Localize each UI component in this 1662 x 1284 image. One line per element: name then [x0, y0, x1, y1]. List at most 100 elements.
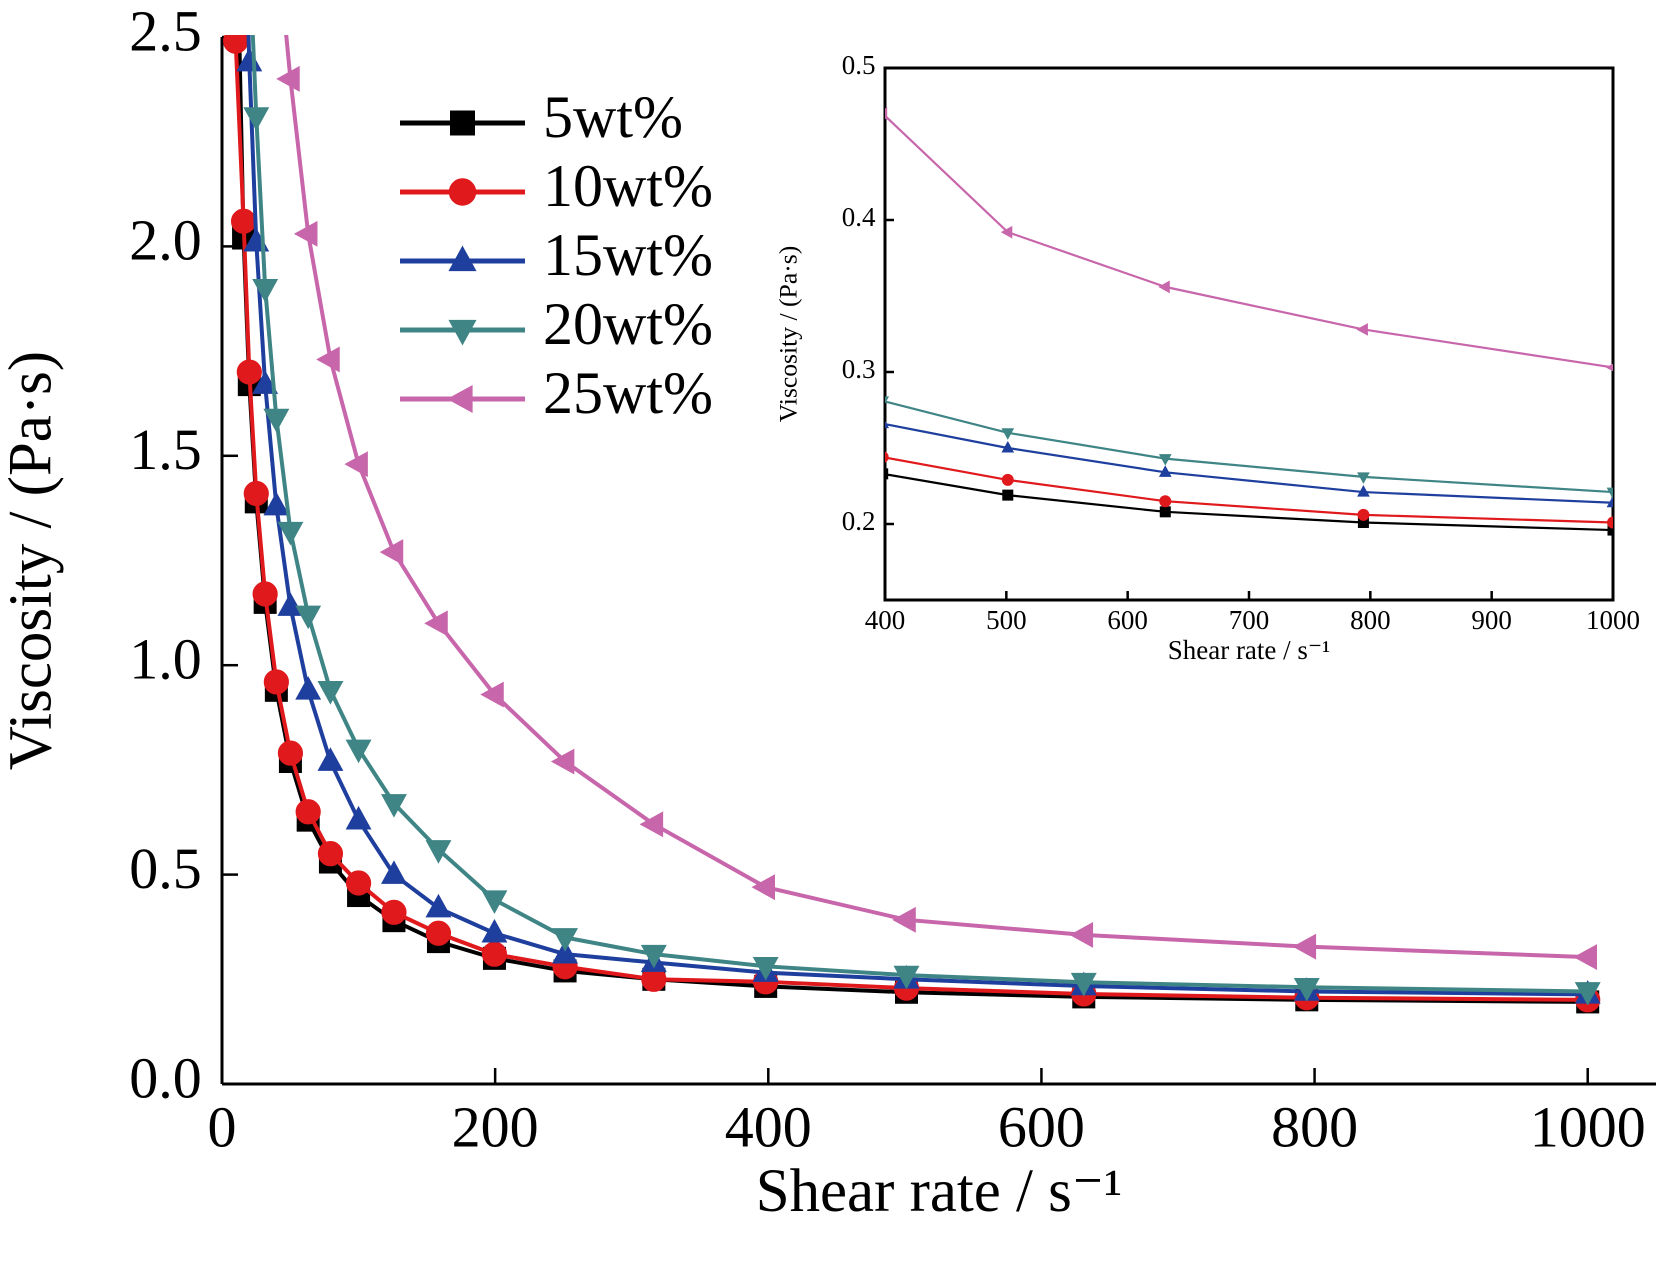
y-axis-label: Viscosity / (Pa·s)	[773, 246, 802, 423]
marker	[295, 799, 321, 825]
marker	[1001, 428, 1015, 440]
marker	[276, 65, 300, 92]
x-tick-label: 600	[998, 1095, 1085, 1160]
marker	[345, 805, 372, 830]
marker	[1293, 977, 1320, 1002]
marker	[751, 874, 775, 901]
marker	[450, 110, 475, 136]
marker	[230, 208, 257, 234]
marker	[252, 278, 279, 303]
marker	[380, 794, 407, 818]
x-tick-label: 400	[725, 1095, 812, 1160]
marker	[1000, 225, 1013, 239]
legend-label: 20wt%	[543, 291, 713, 357]
marker	[885, 396, 890, 404]
y-tick-label: 0.3	[842, 354, 876, 384]
marker	[345, 739, 372, 764]
marker	[893, 965, 920, 990]
marker	[1002, 489, 1014, 501]
x-tick-label: 800	[1350, 605, 1391, 635]
marker	[317, 681, 344, 705]
marker	[1607, 524, 1613, 536]
marker	[1159, 495, 1172, 508]
marker	[277, 592, 304, 616]
y-tick-label: 1.5	[129, 417, 202, 482]
y-tick-label: 0.4	[842, 202, 876, 232]
marker	[295, 676, 322, 700]
marker	[550, 748, 575, 775]
marker	[1158, 454, 1172, 466]
marker	[1574, 982, 1601, 1006]
y-tick-label: 2.0	[129, 208, 202, 273]
marker	[885, 451, 889, 463]
x-axis-label: Shear rate / s⁻¹	[756, 1158, 1123, 1225]
plot-area	[885, 107, 1613, 536]
main-chart: 0 200 400 600 800 1000 0.0 0.5 1.0 1.5 2.0 2.5 Shear…	[0, 0, 1656, 1225]
x-tick-label: 700	[1229, 605, 1270, 635]
marker	[892, 906, 916, 933]
marker	[380, 860, 407, 884]
marker	[263, 669, 289, 695]
marker	[263, 491, 290, 516]
y-tick-label: 2.5	[129, 0, 202, 63]
marker	[1357, 508, 1370, 521]
marker	[1069, 921, 1094, 948]
series-line	[233, 41, 1588, 1002]
legend-label: 25wt%	[543, 360, 713, 426]
marker	[425, 840, 452, 864]
marker	[236, 359, 262, 385]
marker	[481, 941, 508, 967]
legend-label: 10wt%	[543, 153, 713, 219]
marker	[1605, 363, 1613, 372]
marker	[1001, 473, 1014, 486]
marker	[885, 420, 890, 429]
marker	[448, 178, 477, 206]
series-line	[246, 35, 1588, 997]
marker	[293, 220, 318, 247]
marker	[885, 468, 889, 480]
marker	[252, 370, 279, 394]
marker	[223, 35, 249, 54]
marker	[316, 346, 340, 373]
marker	[1158, 465, 1172, 477]
x-tick-label: 1000	[1586, 605, 1640, 635]
marker	[295, 605, 322, 630]
marker	[447, 384, 473, 414]
x-tick-label: 600	[1107, 605, 1148, 635]
marker	[1606, 495, 1613, 508]
x-tick-label: 900	[1471, 605, 1512, 635]
marker	[448, 319, 477, 346]
marker	[277, 521, 304, 546]
x-tick-label: 200	[452, 1095, 539, 1160]
marker	[639, 811, 664, 838]
marker	[263, 408, 290, 433]
x-tick-label: 800	[1271, 1095, 1358, 1160]
marker	[1159, 506, 1171, 518]
marker	[1001, 440, 1015, 453]
plot-area	[223, 35, 1601, 1014]
marker	[481, 918, 508, 943]
marker	[1357, 485, 1370, 497]
legend-label: 5wt%	[543, 84, 683, 150]
marker	[424, 610, 448, 637]
x-tick-label: 400	[865, 605, 906, 635]
marker	[1356, 323, 1368, 336]
x-axis-label: Shear rate / s⁻¹	[1168, 635, 1331, 665]
x-tick-label: 0	[208, 1095, 237, 1160]
legend-label: 15wt%	[543, 222, 713, 288]
marker	[317, 841, 344, 867]
marker	[345, 870, 372, 896]
marker	[448, 245, 477, 272]
marker	[381, 899, 407, 925]
marker	[252, 581, 278, 607]
series-line	[284, 35, 1588, 960]
marker	[425, 893, 452, 918]
marker	[552, 939, 579, 964]
plot-background	[885, 68, 1613, 600]
y-tick-label: 0.5	[129, 836, 202, 901]
marker	[1606, 487, 1613, 500]
marker	[1357, 472, 1370, 484]
marker	[425, 920, 452, 946]
marker	[481, 890, 508, 914]
